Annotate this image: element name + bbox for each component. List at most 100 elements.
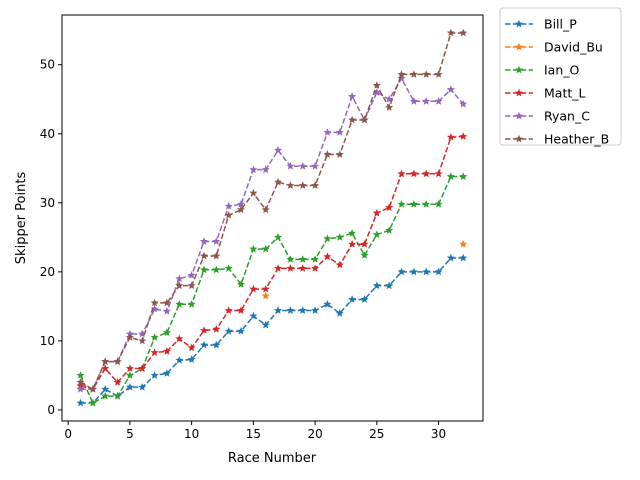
- data-point: [200, 251, 208, 260]
- data-point: [162, 328, 171, 336]
- data-point: [360, 251, 369, 259]
- data-point: [212, 251, 221, 260]
- data-point: [101, 391, 110, 400]
- data-point: [372, 281, 381, 290]
- y-tick-label: 0: [47, 403, 55, 417]
- data-point: [101, 385, 110, 393]
- x-tick-label: 0: [64, 427, 72, 441]
- data-point: [274, 306, 283, 314]
- data-point: [335, 128, 344, 136]
- data-point: [422, 267, 431, 276]
- data-point: [385, 203, 394, 211]
- data-point: [311, 306, 320, 314]
- data-point: [249, 284, 258, 293]
- data-point: [212, 265, 221, 274]
- data-point: [372, 230, 381, 238]
- legend-item: Bill_P: [505, 17, 577, 32]
- data-point: [459, 253, 468, 262]
- legend-marker: [515, 42, 523, 51]
- data-point: [187, 281, 196, 290]
- data-point: [200, 340, 208, 349]
- data-point: [311, 162, 320, 170]
- data-point: [459, 132, 468, 140]
- data-point: [187, 355, 196, 363]
- data-point: [409, 169, 418, 178]
- data-point: [162, 347, 171, 355]
- data-point: [298, 264, 307, 272]
- series-line: [80, 77, 464, 390]
- legend-label: Matt_L: [544, 86, 585, 101]
- data-point: [360, 240, 369, 248]
- data-point: [175, 274, 184, 283]
- data-point: [261, 244, 270, 253]
- data-point: [446, 172, 455, 180]
- data-point: [237, 280, 245, 288]
- data-point: [323, 150, 332, 158]
- data-point: [175, 334, 184, 343]
- x-tick-label: 10: [184, 427, 199, 441]
- data-point: [372, 81, 381, 89]
- data-point: [274, 233, 283, 241]
- y-axis-label: Skipper Points: [14, 172, 29, 265]
- data-point: [323, 128, 332, 136]
- series-Matt_L: [76, 132, 468, 393]
- data-point: [237, 327, 245, 335]
- data-point: [101, 357, 110, 365]
- y-tick-label: 30: [40, 196, 55, 210]
- data-point: [125, 364, 134, 372]
- y-axis: 0 10 20 30 40 50: [40, 58, 62, 417]
- data-point: [409, 267, 418, 276]
- data-point: [125, 333, 134, 341]
- legend-marker: [515, 134, 523, 143]
- data-point: [162, 298, 171, 307]
- legend-marker: [515, 19, 523, 28]
- legend-label: Heather_B: [544, 132, 609, 147]
- data-point: [249, 244, 258, 253]
- series-line: [80, 135, 464, 391]
- data-point: [385, 95, 394, 103]
- data-point: [459, 172, 468, 180]
- data-point: [385, 226, 394, 234]
- data-point: [348, 115, 357, 124]
- data-point: [261, 284, 270, 293]
- x-tick-label: 20: [307, 427, 322, 441]
- data-point: [274, 264, 283, 272]
- legend-item: Heather_B: [505, 132, 609, 147]
- data-point: [385, 103, 394, 111]
- data-point: [286, 264, 295, 272]
- series-Ryan_C: [76, 74, 468, 393]
- axes-frame: [61, 14, 484, 422]
- data-point: [286, 255, 295, 263]
- series-Ian_O: [76, 172, 468, 407]
- data-point: [150, 348, 159, 356]
- series-line: [80, 32, 464, 391]
- data-point: [200, 237, 208, 245]
- data-point: [409, 70, 418, 78]
- data-point: [261, 165, 270, 174]
- data-point: [187, 271, 196, 279]
- data-point: [446, 133, 455, 141]
- data-point: [459, 240, 468, 248]
- data-point: [125, 383, 134, 391]
- data-point: [286, 306, 295, 314]
- data-point: [187, 343, 196, 352]
- data-point: [249, 188, 258, 197]
- data-point: [76, 378, 85, 386]
- legend-item: David_Bu: [505, 40, 603, 55]
- data-point: [335, 150, 344, 158]
- data-point: [187, 300, 196, 308]
- data-point: [298, 255, 307, 263]
- data-point: [212, 237, 221, 245]
- data-point: [162, 307, 171, 315]
- data-point: [459, 28, 468, 37]
- data-point: [360, 295, 369, 303]
- data-point: [249, 165, 258, 174]
- data-point: [88, 398, 97, 407]
- data-point: [422, 169, 431, 178]
- data-point: [298, 181, 307, 189]
- data-point: [224, 306, 233, 314]
- data-point: [360, 115, 369, 124]
- data-point: [150, 371, 159, 379]
- series-David_Bu: [261, 240, 468, 300]
